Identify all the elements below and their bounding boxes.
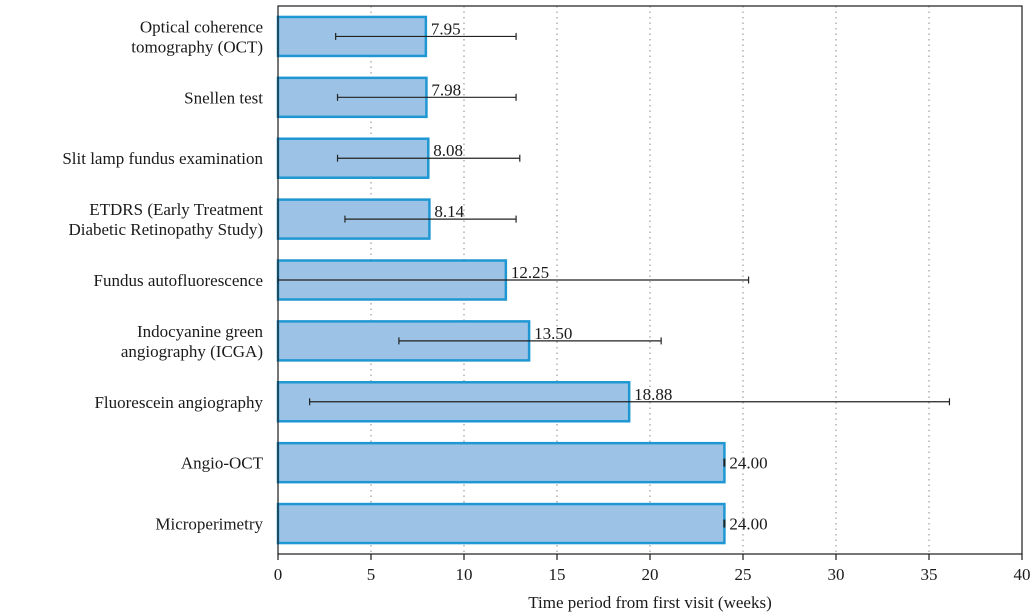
- category-label: Fundus autofluorescence: [94, 271, 263, 290]
- x-tick-label: 5: [367, 565, 376, 584]
- bar: [276, 441, 726, 484]
- category-label: Microperimetry: [155, 515, 263, 534]
- category-labels: Optical coherence tomography (OCT) Snellen…: [62, 17, 263, 533]
- value-label: 8.14: [434, 202, 464, 221]
- x-tick-label: 25: [735, 565, 752, 584]
- value-label: 8.08: [433, 141, 463, 160]
- x-tick-label: 40: [1014, 565, 1031, 584]
- category-label: Fluorescein angiography: [94, 393, 263, 412]
- x-tick-label: 30: [828, 565, 845, 584]
- category-label: Optical coherence tomography (OCT): [131, 17, 263, 56]
- value-label: 13.50: [534, 324, 572, 343]
- bar: [276, 502, 726, 545]
- category-label: Angio-OCT: [181, 454, 264, 473]
- value-label: 18.88: [634, 385, 672, 404]
- x-tick-label: 0: [274, 565, 283, 584]
- error-bars: [277, 32, 951, 528]
- x-axis-title: Time period from first visit (weeks): [528, 593, 771, 612]
- category-label: Snellen test: [184, 88, 263, 107]
- category-label: Slit lamp fundus examination: [62, 149, 263, 168]
- value-label: 24.00: [729, 515, 767, 534]
- x-tick-labels: 0 5 10 15 20 25 30 35 40: [274, 565, 1031, 584]
- x-tick-label: 35: [921, 565, 938, 584]
- x-tick-label: 10: [456, 565, 473, 584]
- x-tick-label: 20: [642, 565, 659, 584]
- value-label: 7.98: [431, 80, 461, 99]
- category-label: ETDRS (Early Treatment Diabetic Retinopat…: [68, 200, 263, 239]
- value-labels: 7.95 7.98 8.08 8.14 12.25 13.50 18.88 24.00 24.0…: [431, 19, 768, 533]
- value-label: 7.95: [431, 19, 461, 38]
- value-label: 24.00: [729, 454, 767, 473]
- value-label: 12.25: [511, 263, 549, 282]
- axes: [277, 5, 1023, 560]
- x-tick-label: 15: [549, 565, 566, 584]
- category-label: Indocyanine green angiography (ICGA): [121, 322, 264, 361]
